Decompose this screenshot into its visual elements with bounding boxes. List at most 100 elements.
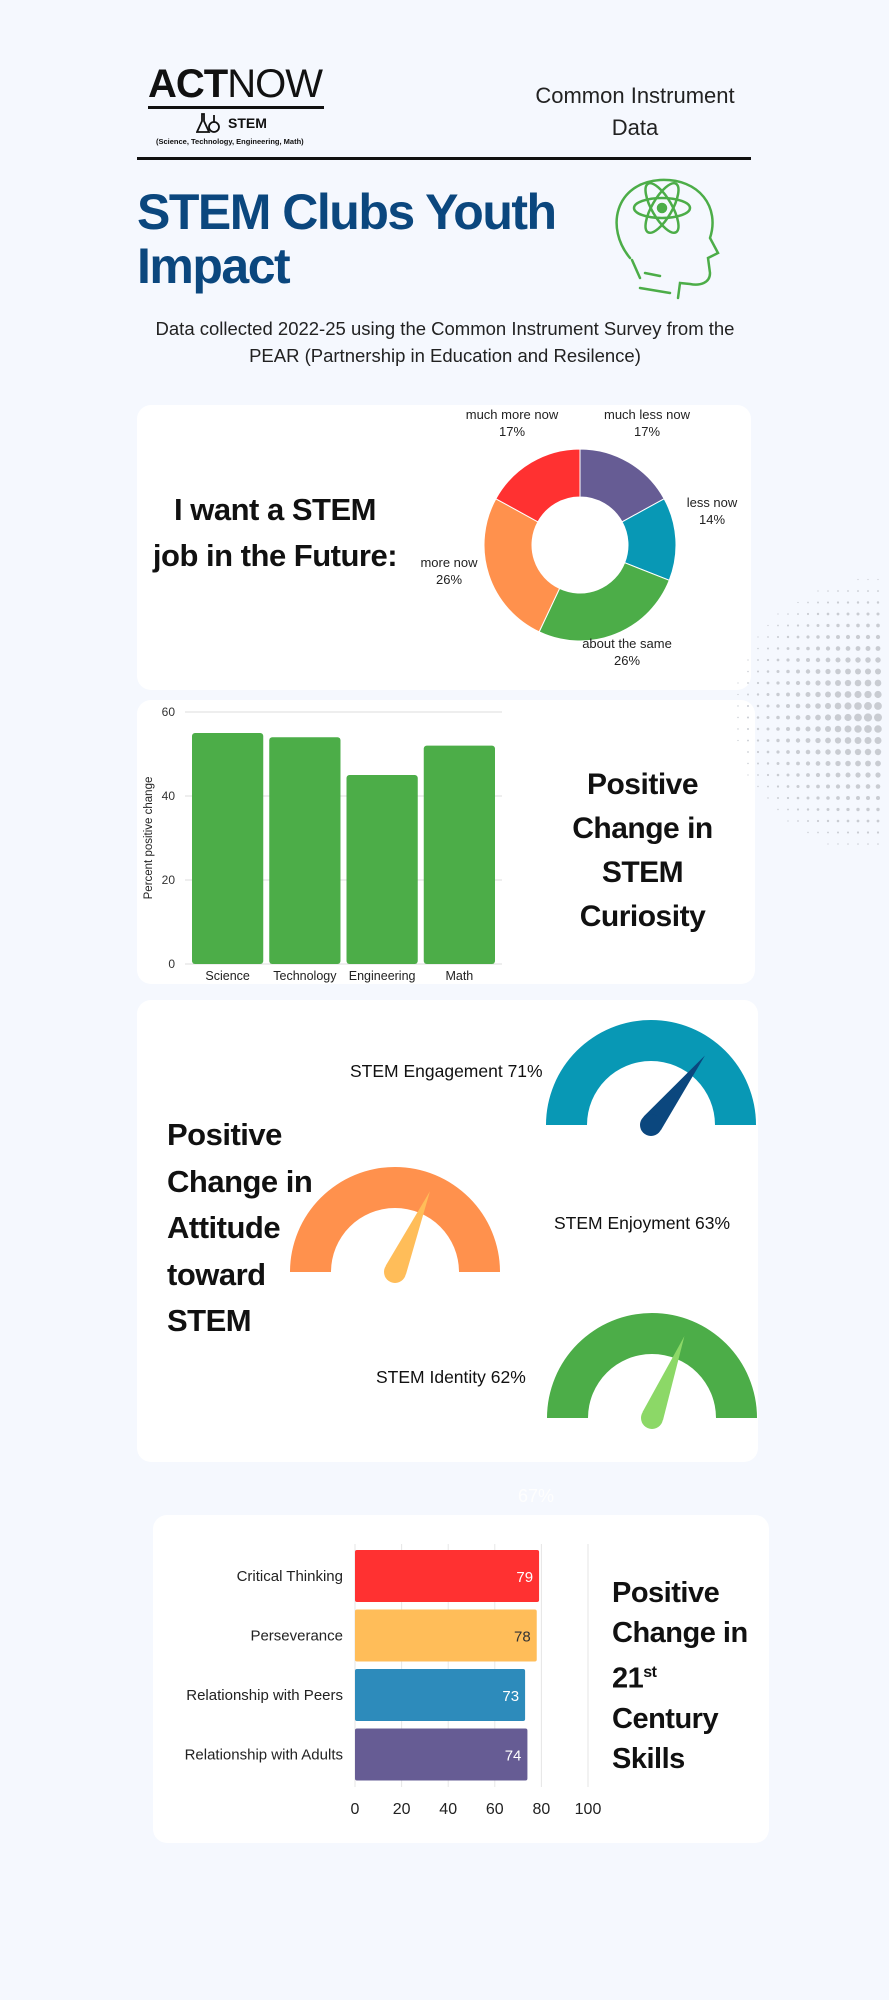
dot	[846, 831, 850, 834]
dot	[747, 751, 749, 753]
donut-value-more-now: 26%	[436, 572, 462, 587]
dot	[766, 704, 770, 708]
dot	[876, 831, 880, 834]
dot	[854, 679, 862, 687]
dot	[807, 820, 809, 822]
dot	[757, 636, 759, 638]
dot	[806, 784, 810, 789]
dot	[836, 601, 840, 604]
dot	[864, 690, 872, 699]
dot	[836, 623, 840, 628]
logo-act: ACT	[148, 62, 228, 106]
dot	[836, 796, 840, 800]
dot	[875, 784, 881, 789]
dot	[766, 739, 770, 742]
dot	[766, 773, 770, 777]
logo: ACTNOW STEM (Science, Technology, Engine…	[148, 64, 328, 154]
dot	[867, 843, 869, 845]
dot	[776, 704, 780, 708]
dot	[824, 725, 832, 733]
dot	[816, 624, 820, 627]
dot	[865, 634, 871, 640]
skills-bar-relationship-with-peers	[355, 1669, 526, 1721]
logo-stem: STEM	[228, 115, 267, 131]
dot	[864, 736, 872, 745]
dot	[796, 808, 800, 811]
header-right-title: Common Instrument Data	[535, 83, 735, 140]
curiosity-bar-engineering	[346, 775, 418, 964]
dot	[815, 726, 821, 732]
donut-label-more-now: more now	[420, 555, 478, 570]
dot	[876, 623, 880, 628]
dot	[854, 690, 862, 699]
curiosity-ytick: 60	[162, 705, 176, 719]
donut-label-much-more-now: much more now	[466, 407, 559, 422]
dot	[815, 761, 821, 766]
dot	[786, 773, 790, 777]
dot	[877, 843, 879, 845]
dot	[834, 691, 842, 698]
dot	[805, 714, 811, 721]
dot	[845, 634, 851, 640]
dot	[836, 612, 840, 616]
dot	[756, 716, 760, 719]
dot	[797, 613, 799, 615]
dot	[855, 784, 861, 789]
page-title: STEM Clubs Youth Impact	[137, 184, 557, 294]
dot	[854, 725, 862, 733]
dot	[776, 692, 780, 697]
dot	[806, 624, 810, 627]
dot	[877, 578, 879, 581]
skills-heading: Positive Change in 21st Century Skills	[612, 1573, 757, 1779]
dot	[777, 797, 779, 799]
dot	[826, 623, 830, 628]
dot	[737, 716, 739, 719]
dot	[776, 727, 780, 731]
gauge-label-stem-enjoyment: STEM Enjoyment 63%	[554, 1213, 730, 1233]
dot	[777, 808, 779, 811]
dot	[863, 713, 873, 722]
dot	[785, 703, 791, 709]
skills-heading-sup: st	[643, 1664, 657, 1681]
dot	[806, 773, 810, 777]
dot	[737, 705, 739, 707]
skills-value-critical-thinking: 79	[516, 1569, 533, 1586]
dot	[805, 738, 811, 743]
dot	[776, 762, 780, 765]
dot	[757, 762, 759, 765]
dot	[805, 749, 811, 755]
dot	[834, 714, 842, 721]
dot	[825, 657, 831, 663]
dot	[866, 623, 870, 628]
dot	[874, 725, 882, 733]
dot	[796, 646, 800, 651]
dot	[865, 760, 871, 767]
dot	[815, 680, 821, 686]
skills-category-relationship-with-adults: Relationship with Adults	[185, 1747, 343, 1764]
dot	[776, 715, 780, 720]
donut-label-about-the-same: about the same	[582, 636, 672, 651]
dot	[766, 693, 770, 696]
dot	[805, 761, 811, 766]
dot	[844, 691, 852, 698]
dot	[835, 646, 841, 651]
dot	[805, 669, 811, 674]
dot	[766, 681, 770, 685]
dot	[817, 831, 819, 834]
dot	[795, 680, 801, 686]
dot	[826, 819, 830, 823]
dot	[826, 601, 830, 604]
dot	[767, 624, 769, 627]
dot	[787, 808, 789, 811]
skills-xtick: 20	[393, 1801, 411, 1818]
skills-bar-chart: 0 20 40 60 80 100 79 Critical Thinking 78 Perseve…	[185, 1544, 601, 1818]
dot	[874, 668, 882, 675]
dot	[747, 739, 749, 742]
dot	[825, 749, 831, 755]
donut-slice-much-more-now	[495, 448, 581, 523]
dot	[796, 761, 800, 766]
curiosity-ytick: 0	[168, 957, 175, 971]
dot	[795, 738, 801, 743]
dot	[796, 624, 800, 627]
dot	[835, 657, 841, 663]
